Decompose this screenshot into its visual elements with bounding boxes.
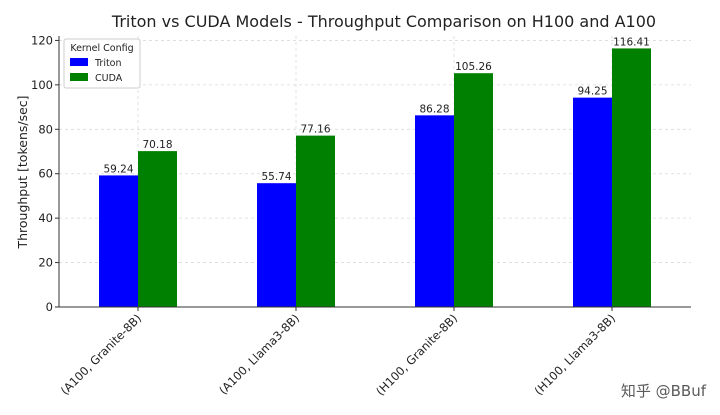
y-tick-label: 80 <box>38 122 53 136</box>
bar-triton <box>257 183 296 307</box>
legend-title: Kernel Config <box>70 43 133 54</box>
y-tick-label: 20 <box>38 256 53 270</box>
x-tick-label: (H100, Granite-8B) <box>373 311 460 398</box>
legend-swatch-cuda <box>70 73 88 81</box>
y-tick-label: 40 <box>38 211 53 225</box>
bar-cuda <box>612 48 651 308</box>
data-label: 55.74 <box>261 171 291 183</box>
watermark: 知乎 @BBuf <box>620 382 706 400</box>
x-tick-label: (A100, Granite-8B) <box>58 311 144 397</box>
data-label: 116.41 <box>613 36 650 48</box>
y-tick-label: 0 <box>46 300 53 314</box>
chart-title: Triton vs CUDA Models - Throughput Compa… <box>111 12 656 31</box>
legend-label-triton: Triton <box>94 58 122 69</box>
legend-label-cuda: CUDA <box>95 73 123 84</box>
bar-cuda <box>454 73 493 307</box>
data-label: 77.16 <box>300 124 330 136</box>
bar-triton <box>415 115 454 307</box>
data-label: 94.25 <box>577 86 607 98</box>
x-tick-label: (H100, Llama3-8B) <box>532 311 619 398</box>
legend-swatch-triton <box>70 58 88 66</box>
y-tick-label: 100 <box>31 78 53 92</box>
data-label: 86.28 <box>419 103 449 115</box>
data-label: 59.24 <box>103 163 133 175</box>
data-label: 105.26 <box>455 61 492 73</box>
bar-cuda <box>296 135 335 307</box>
y-tick-label: 60 <box>38 167 53 181</box>
data-label: 70.18 <box>142 139 172 151</box>
bar-triton <box>573 97 612 308</box>
x-tick-label: (A100, Llama3-8B) <box>216 311 302 397</box>
y-axis-label: Throughput [tokens/sec] <box>15 95 30 249</box>
legend: Kernel Config Triton CUDA <box>63 38 141 89</box>
bar-triton <box>99 175 138 307</box>
y-tick-label: 120 <box>31 33 53 47</box>
bar-cuda <box>138 151 177 307</box>
